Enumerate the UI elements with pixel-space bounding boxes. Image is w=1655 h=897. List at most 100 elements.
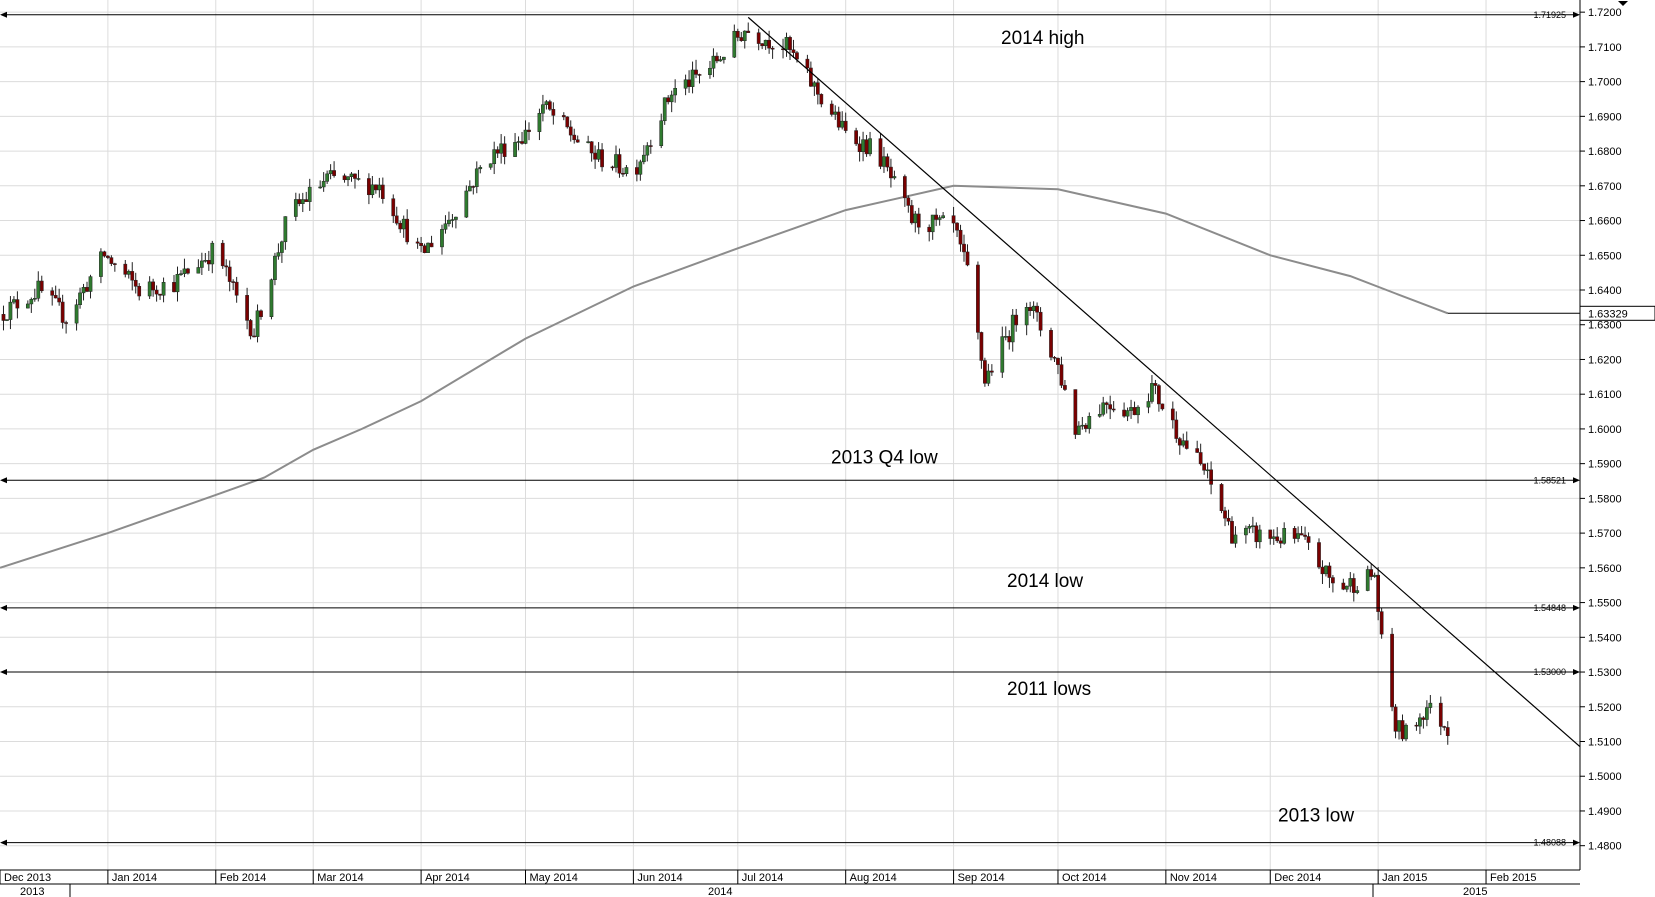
x-month-label: Jan 2015 [1382, 872, 1427, 884]
candle-body [429, 242, 434, 248]
candle-body [106, 255, 110, 258]
candle-body [1003, 336, 1008, 338]
candle-body [367, 178, 371, 196]
y-tick-label: 1.5600 [1588, 563, 1622, 575]
candle-body [983, 360, 987, 384]
candle-body [868, 138, 872, 155]
candle-body [454, 216, 458, 220]
candle-body [172, 282, 176, 293]
candle-body [708, 67, 712, 75]
candle-body [78, 292, 82, 306]
candle-body [711, 55, 716, 69]
candle-body [1233, 534, 1238, 544]
level-annotation: 2011 lows [1007, 679, 1091, 700]
candle-body [795, 52, 799, 60]
candle-body [1400, 720, 1405, 740]
candle-body [161, 282, 166, 296]
candle-body [342, 175, 347, 181]
candle-body [5, 319, 9, 321]
candle-body [537, 113, 542, 132]
candle-body [885, 156, 890, 168]
candle-body [29, 299, 34, 305]
candle-body [1184, 440, 1189, 449]
candlestick-series [1, 22, 1450, 745]
level-value-label: 1.54848 [1533, 603, 1566, 613]
candle-body [516, 141, 521, 143]
candle-body [1083, 424, 1088, 429]
candle-body [829, 103, 834, 115]
candle-body [1108, 404, 1113, 410]
y-tick-label: 1.5000 [1588, 771, 1622, 783]
candle-body [746, 30, 751, 33]
level-value-label: 1.71925 [1533, 10, 1566, 20]
candle-body [666, 97, 671, 103]
candle-body [415, 241, 420, 244]
y-tick-label: 1.5700 [1588, 528, 1622, 540]
level-arrow-right [1573, 604, 1580, 611]
candle-body [1438, 702, 1443, 727]
candle-body [687, 79, 691, 87]
candle-body [123, 263, 128, 275]
candle-body [133, 279, 138, 287]
candle-body [1209, 469, 1213, 485]
candle-body [930, 214, 935, 233]
candle-body [259, 310, 263, 317]
y-tick-label: 1.6800 [1588, 146, 1622, 158]
level-arrow-right [1573, 669, 1580, 676]
candle-body [130, 271, 135, 281]
candle-body [722, 56, 726, 60]
candle-body [902, 176, 907, 199]
candle-body [307, 186, 312, 202]
candle-body [419, 242, 423, 246]
y-tick-label: 1.5500 [1588, 598, 1622, 610]
candle-body [1404, 724, 1408, 740]
x-month-label: Dec 2014 [1274, 872, 1321, 884]
candle-body [321, 181, 326, 188]
candle-body [1, 314, 6, 321]
candle-body [1202, 463, 1206, 471]
candle-body [1087, 416, 1092, 429]
candle-body [527, 129, 531, 132]
candle-body [561, 115, 566, 118]
candle-body [252, 335, 256, 338]
candle-body [126, 271, 131, 275]
candle-body [1052, 357, 1057, 359]
candle-body [464, 190, 469, 218]
candle-body [297, 199, 302, 204]
candle-body [1355, 590, 1360, 593]
candle-body [854, 130, 858, 145]
candle-body [1327, 565, 1332, 578]
candle-body [1442, 726, 1447, 728]
candle-body [495, 149, 500, 154]
candle-body [1000, 336, 1005, 373]
candle-body [210, 242, 215, 265]
candle-body [1174, 419, 1179, 439]
candle-body [784, 37, 789, 50]
candle-body [937, 217, 942, 220]
level-value-label: 1.53000 [1533, 667, 1566, 677]
candle-body [1303, 534, 1307, 537]
x-month-label: Oct 2014 [1062, 872, 1107, 884]
candle-body [1268, 529, 1273, 539]
candle-body [767, 39, 771, 49]
candle-body [280, 241, 284, 253]
candle-body [467, 186, 472, 192]
candle-body [882, 156, 886, 167]
candle-body [742, 30, 747, 41]
candle-body [234, 281, 239, 296]
y-tick-label: 1.6900 [1588, 111, 1622, 123]
y-tick-label: 1.4800 [1588, 841, 1622, 853]
candle-body [979, 332, 984, 361]
candle-body [1251, 525, 1255, 528]
candle-body [1278, 540, 1283, 544]
candle-body [147, 281, 152, 297]
x-month-label: May 2014 [530, 872, 578, 884]
candle-body [909, 205, 914, 224]
candle-body [1077, 425, 1081, 435]
trendline-layer [747, 16, 1581, 748]
candle-body [864, 139, 869, 155]
x-month-label: Apr 2014 [425, 872, 470, 884]
level-arrow-right [1573, 477, 1580, 484]
y-tick-label: 1.5400 [1588, 632, 1622, 644]
candle-body [715, 55, 719, 62]
